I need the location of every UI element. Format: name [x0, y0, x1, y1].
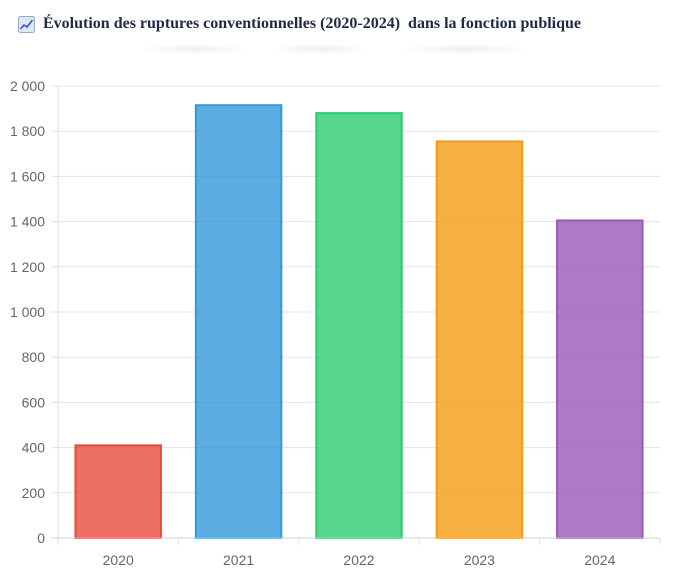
bar-2021[interactable]	[194, 104, 283, 540]
chart-line-icon	[18, 15, 35, 33]
y-tick-label: 1 000	[10, 304, 45, 320]
y-tick-label: 2 000	[10, 78, 45, 94]
x-tick-labels: 2020 2021 2022 2023 2024	[103, 552, 616, 568]
bar-2023[interactable]	[435, 140, 524, 539]
y-tick-label: 1 800	[10, 123, 45, 139]
chart-title: Évolution des ruptures conventionnelles …	[43, 15, 582, 32]
decorative-shadow	[400, 44, 530, 54]
y-tick-label: 200	[22, 485, 46, 501]
y-tick-label: 800	[22, 349, 46, 365]
x-tick-label: 2021	[223, 552, 254, 568]
x-tick-label: 2020	[103, 552, 134, 568]
decorative-shadow	[140, 44, 250, 54]
y-tick-labels: 0 200 400 600 800 1 000 1 200 1 400 1 600 1 800 2 …	[10, 78, 45, 546]
bar-2024[interactable]	[556, 219, 644, 539]
bars	[74, 104, 644, 540]
axes	[51, 86, 661, 545]
y-tick-label: 1 600	[10, 168, 45, 184]
y-tick-label: 600	[22, 394, 46, 410]
decorative-shadow	[270, 44, 370, 54]
y-tick-label: 1 200	[10, 259, 45, 275]
bar-2020[interactable]	[74, 444, 162, 539]
y-tick-label: 0	[37, 530, 45, 546]
x-tick-label: 2024	[584, 552, 615, 568]
bar-2022[interactable]	[315, 112, 403, 540]
chart-header: Évolution des ruptures conventionnelles …	[18, 12, 581, 36]
y-tick-label: 400	[22, 440, 46, 456]
y-tick-label: 1 400	[10, 214, 45, 230]
x-tick-label: 2023	[464, 552, 495, 568]
x-tick-label: 2022	[343, 552, 374, 568]
